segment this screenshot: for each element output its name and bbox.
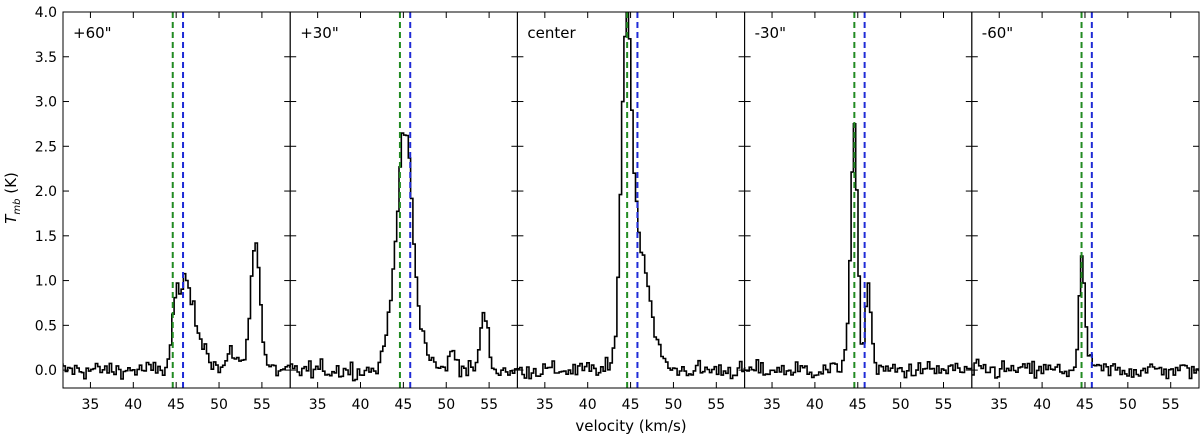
y-tick-label: 2.0 xyxy=(35,184,57,200)
spectrum-line xyxy=(744,123,972,379)
spectrum-line xyxy=(290,132,518,382)
x-tick-label: 40 xyxy=(579,397,597,413)
y-tick-label: 0.0 xyxy=(35,363,57,379)
y-tick-label: 3.5 xyxy=(35,50,57,66)
x-tick-label: 55 xyxy=(935,397,953,413)
y-tick-label: 1.0 xyxy=(35,274,57,290)
panel-1: 35 40 45 50 55 +60" xyxy=(62,11,291,413)
x-tick-label: 40 xyxy=(1033,397,1051,413)
panel-frame xyxy=(62,11,291,389)
x-tick-label: 50 xyxy=(665,397,683,413)
panel-frame xyxy=(289,11,518,389)
panel-label: +60" xyxy=(73,24,112,42)
x-tick-label: 50 xyxy=(892,397,910,413)
x-tick-label: 55 xyxy=(480,397,498,413)
panel-label: -30" xyxy=(755,24,786,42)
y-tick-label: 0.5 xyxy=(35,318,57,334)
y-axis-title-symbol: T xyxy=(2,213,20,224)
panel-5: 35 40 45 50 55 -60" xyxy=(971,11,1200,413)
panel-label: +30" xyxy=(300,24,339,42)
spectrum-line xyxy=(971,255,1199,380)
panel-label: center xyxy=(527,24,576,42)
x-tick-label: 40 xyxy=(352,397,370,413)
panel-3: 35 40 45 50 55 center xyxy=(516,11,746,413)
x-tick-label: 50 xyxy=(437,397,455,413)
panel-4: 35 40 45 50 55 -30" xyxy=(744,11,973,413)
x-tick-label: 40 xyxy=(124,397,142,413)
x-tick-label: 35 xyxy=(82,397,100,413)
panel-label: -60" xyxy=(982,24,1013,42)
x-tick-label: 50 xyxy=(1119,397,1137,413)
x-tick-label: 55 xyxy=(253,397,271,413)
x-tick-label: 45 xyxy=(394,397,412,413)
x-tick-label: 55 xyxy=(1162,397,1180,413)
y-tick-label: 1.5 xyxy=(35,229,57,245)
x-tick-label: 35 xyxy=(536,397,554,413)
panel-2: 35 40 45 50 55 +30" xyxy=(289,11,518,413)
spectrum-line xyxy=(517,12,745,380)
x-tick-label: 35 xyxy=(990,397,1008,413)
spectrum-line xyxy=(63,242,291,380)
y-axis-title: Tmb (K) xyxy=(2,172,23,224)
x-tick-label: 50 xyxy=(210,397,228,413)
x-tick-label: 55 xyxy=(707,397,725,413)
y-tick-label: 4.0 xyxy=(35,5,57,21)
x-tick-label: 35 xyxy=(309,397,327,413)
y-axis: 0.0 0.5 1.0 1.5 2.0 2.5 3.0 3.5 4.0 xyxy=(35,5,57,379)
x-tick-label: 45 xyxy=(622,397,640,413)
x-tick-label: 45 xyxy=(1076,397,1094,413)
x-axis-title: velocity (km/s) xyxy=(575,417,686,435)
panel-frame xyxy=(971,11,1200,389)
y-axis-title-subscript: mb xyxy=(12,199,23,215)
x-tick-label: 45 xyxy=(849,397,867,413)
y-tick-label: 2.5 xyxy=(35,139,57,155)
x-tick-label: 40 xyxy=(806,397,824,413)
spectra-panels: 35 40 45 50 55 +60" 35 40 45 50 55 +30" 35 40 45 50 55 ce… xyxy=(62,11,1200,413)
y-tick-label: 3.0 xyxy=(35,95,57,111)
y-axis-title-unit: (K) xyxy=(2,172,20,198)
x-tick-label: 45 xyxy=(167,397,185,413)
x-tick-label: 35 xyxy=(763,397,781,413)
